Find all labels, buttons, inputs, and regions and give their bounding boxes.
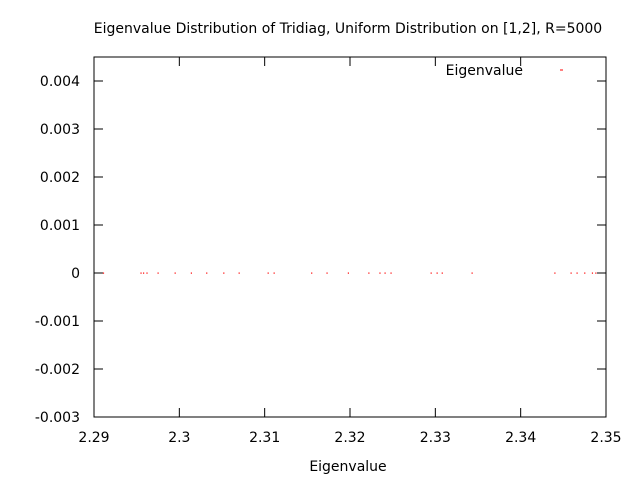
x-tick-label: 2.3: [168, 430, 190, 446]
y-tick-label: 0: [71, 266, 80, 282]
y-axis: -0.003 -0.002 -0.001 0 0.001 0.002 0.003 0.004: [35, 74, 606, 426]
data-point: [595, 272, 597, 274]
data-point: [471, 272, 473, 274]
data-point: [347, 272, 349, 274]
x-axis: 2.29 2.3 2.31 2.32 2.33 2.34 2.35: [78, 57, 622, 446]
y-tick-label: -0.003: [35, 410, 80, 426]
data-point: [102, 272, 105, 274]
data-point: [267, 272, 269, 274]
y-tick-label: -0.002: [35, 362, 80, 378]
data-point: [326, 272, 328, 274]
data-point: [584, 272, 586, 274]
data-point: [576, 272, 578, 274]
data-point: [146, 272, 148, 274]
data-point: [384, 272, 386, 274]
chart-title: Eigenvalue Distribution of Tridiag, Unif…: [94, 21, 602, 37]
data-point: [190, 272, 192, 274]
data-point: [174, 272, 176, 274]
x-tick-label: 2.32: [334, 430, 365, 446]
data-point: [570, 272, 572, 274]
data-point: [591, 272, 594, 274]
data-point: [238, 272, 240, 274]
data-point: [554, 272, 556, 274]
plot-area: [93, 56, 607, 418]
data-point: [430, 272, 432, 274]
data-point: [157, 272, 159, 274]
x-tick-label: 2.29: [78, 430, 109, 446]
y-tick-label: 0.002: [40, 170, 80, 186]
x-axis-label: Eigenvalue: [309, 459, 386, 475]
legend-label: Eigenvalue: [446, 63, 523, 79]
data-point: [441, 272, 443, 274]
data-point: [368, 272, 370, 274]
data-point: [436, 272, 438, 274]
x-tick-label: 2.34: [505, 430, 536, 446]
legend: Eigenvalue: [446, 63, 563, 79]
data-point: [142, 272, 145, 274]
y-tick-label: -0.001: [35, 314, 80, 330]
data-point: [223, 272, 225, 274]
data-point: [379, 272, 381, 274]
x-tick-label: 2.35: [590, 430, 621, 446]
x-tick-label: 2.33: [420, 430, 451, 446]
data-points: [102, 272, 597, 274]
x-tick-label: 2.31: [249, 430, 280, 446]
y-tick-label: 0.004: [40, 74, 80, 90]
data-point: [140, 272, 142, 274]
data-point: [206, 272, 208, 274]
data-point: [273, 272, 275, 274]
data-point: [311, 272, 313, 274]
data-point: [390, 272, 392, 274]
y-tick-label: 0.001: [40, 218, 80, 234]
y-tick-label: 0.003: [40, 122, 80, 138]
